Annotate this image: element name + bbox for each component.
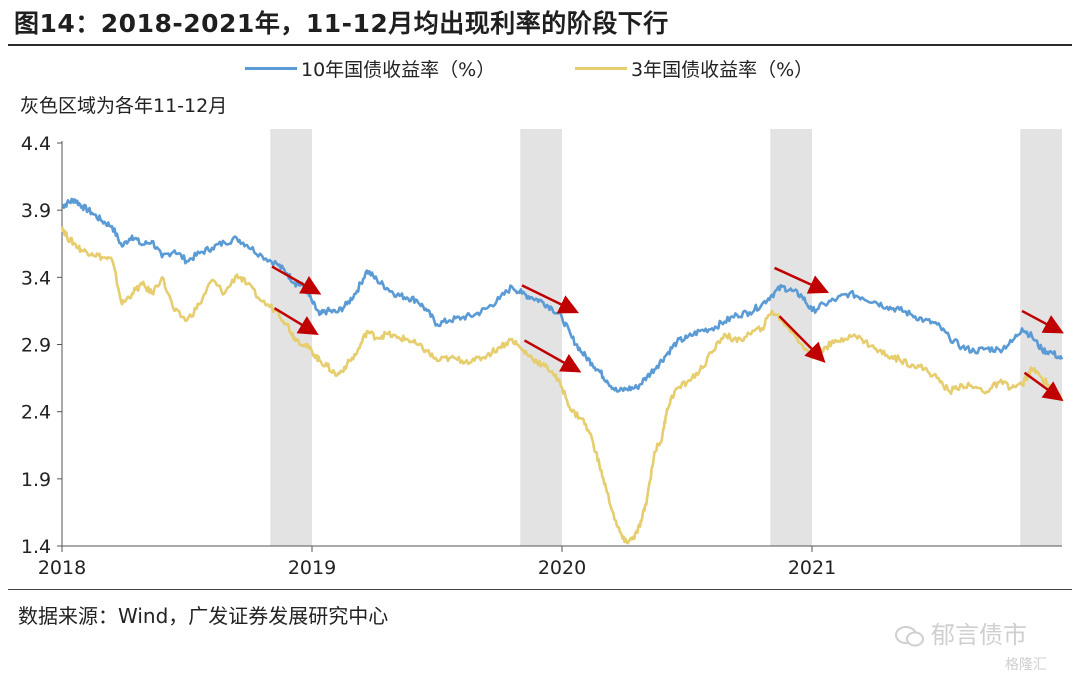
x-tick-label-1: 2019 [288, 557, 336, 579]
trend-arrow-4 [773, 266, 830, 294]
y-tick-label-1: 1.9 [21, 469, 51, 491]
y-tick-label-5: 3.9 [21, 200, 51, 222]
watermark-secondary: 格隆汇 [1005, 654, 1047, 674]
shading-note: 灰色区域为各年11-12月 [20, 95, 228, 117]
legend-swatch-10y [245, 67, 297, 70]
watermark: 郁言债市 [895, 615, 1027, 650]
y-tick-label-3: 2.9 [21, 335, 51, 357]
trend-arrow-6 [1021, 309, 1064, 334]
y-tick-label-4: 3.4 [21, 267, 51, 289]
trend-arrow-1 [273, 307, 319, 335]
watermark-secondary-text: 格隆汇 [1005, 657, 1047, 673]
y-tick-label-6: 4.4 [21, 133, 51, 155]
y-tick-label-2: 2.4 [21, 402, 51, 424]
title-underline [8, 44, 1072, 46]
wechat-icon [895, 626, 924, 647]
trend-arrow-7 [1023, 371, 1064, 402]
trend-arrow-5 [778, 315, 826, 363]
shaded-period-2 [770, 129, 812, 546]
chart-title: 图14：2018-2021年，11-12月均出现利率的阶段下行 [14, 9, 669, 38]
x-tick-label-2: 2020 [538, 557, 586, 579]
trend-arrow-0 [271, 265, 322, 295]
legend-label-3y: 3年国债收益率（%） [631, 59, 814, 81]
legend: 10年国债收益率（%） 3年国债收益率（%） [0, 55, 1080, 81]
x-tick-label-3: 2021 [788, 557, 836, 579]
trend-arrow-3 [523, 339, 582, 373]
watermark-text: 郁言债市 [931, 621, 1027, 649]
series-line-0 [61, 197, 1064, 393]
line-chart: 1.4 1.9 2.4 2.9 3.4 3.9 4.4 2018 2019 2020 2021 [21, 129, 1064, 579]
y-tick-label-0: 1.4 [21, 536, 51, 558]
legend-label-10y: 10年国债收益率（%） [301, 59, 496, 81]
legend-item-3y: 3年国债收益率（%） [575, 55, 813, 82]
x-tick-label-0: 2018 [38, 557, 86, 579]
shaded-period-3 [1020, 129, 1062, 546]
source-text: 数据来源：Wind，广发证券发展研究中心 [18, 604, 389, 628]
shaded-period-0 [270, 129, 312, 546]
trend-arrow-2 [521, 284, 579, 314]
legend-item-10y: 10年国债收益率（%） [245, 55, 495, 82]
shaded-period-1 [520, 129, 562, 546]
legend-swatch-3y [575, 67, 627, 70]
source-divider [8, 589, 1072, 590]
series-line-1 [60, 226, 1064, 545]
